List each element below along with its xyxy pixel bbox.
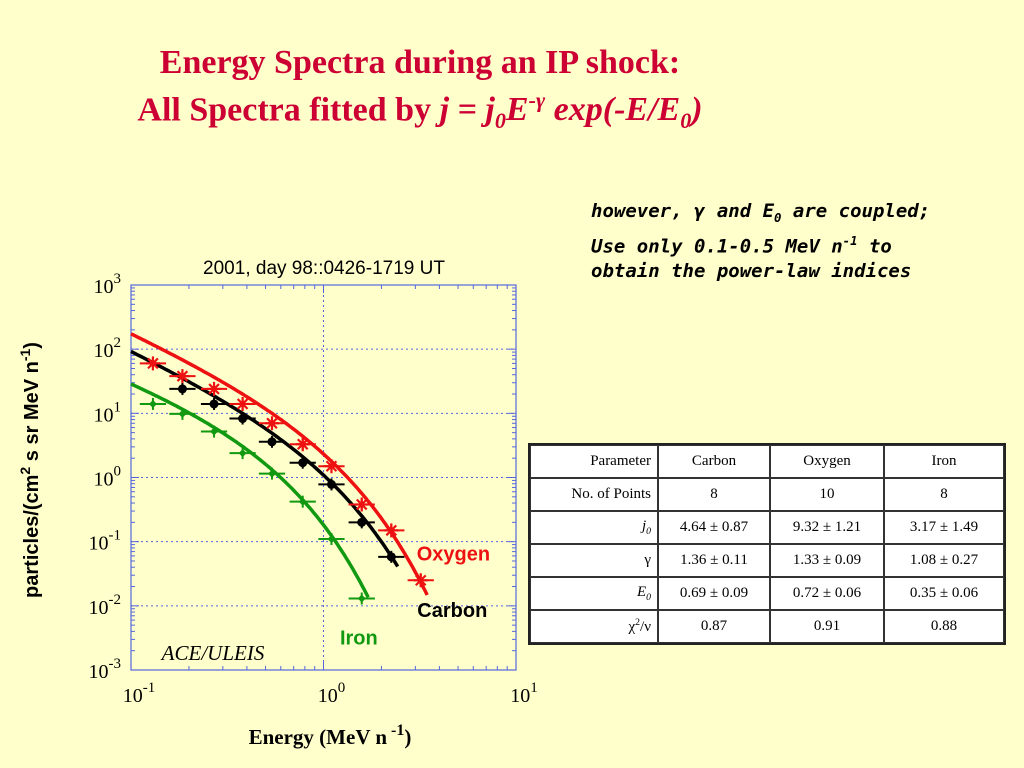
series-label-iron: Iron xyxy=(340,628,378,650)
chart-annotation: ACE/ULEIS xyxy=(160,641,265,665)
data-point-iron xyxy=(210,427,219,436)
table-header-cell: Parameter xyxy=(530,445,658,478)
fit-parameters-table: Parameter Carbon Oxygen Iron No. of Poin… xyxy=(528,443,1006,645)
table-row-label: χ2/ν xyxy=(530,610,658,643)
data-point-iron xyxy=(178,409,187,418)
data-point-iron xyxy=(327,535,336,544)
grid-layer xyxy=(131,285,516,670)
data-point-carbon xyxy=(386,552,396,562)
table-cell: 0.35 ± 0.06 xyxy=(884,577,1004,610)
note-line-2: Use only 0.1-0.5 MeV n-1 to xyxy=(591,234,892,258)
data-markers xyxy=(145,356,428,603)
data-point-oxygen xyxy=(235,396,250,411)
data-point-oxygen xyxy=(175,369,190,384)
note-line-3: obtain the power-law indices xyxy=(591,260,912,282)
data-point-oxygen xyxy=(207,381,222,396)
data-point-iron xyxy=(148,399,157,408)
table-cell: 8 xyxy=(884,478,1004,511)
title-prefix: All Spectra fitted by xyxy=(137,91,440,129)
table-header-cell: Oxygen xyxy=(770,445,884,478)
data-point-carbon xyxy=(267,437,277,447)
slide-title-line1: Energy Spectra during an IP shock: xyxy=(159,44,681,81)
y-tick-label: 102 xyxy=(94,335,122,362)
data-point-iron xyxy=(238,449,247,458)
table-cell: 0.72 ± 0.06 xyxy=(770,577,884,610)
table-header-row: Parameter Carbon Oxygen Iron xyxy=(530,445,1004,478)
series-label-oxygen: Oxygen xyxy=(417,543,490,565)
chart-title: 2001, day 98::0426-1719 UT xyxy=(203,258,445,279)
table-cell: 0.69 ± 0.09 xyxy=(658,577,770,610)
table-row: γ 1.36 ± 0.11 1.33 ± 0.09 1.08 ± 0.27 xyxy=(530,544,1004,577)
error-bars xyxy=(139,357,434,605)
data-point-oxygen xyxy=(295,437,310,452)
y-tick-label: 10-1 xyxy=(89,528,122,555)
data-point-carbon xyxy=(326,479,336,489)
table-row: j0 4.64 ± 0.87 9.32 ± 1.21 3.17 ± 1.49 xyxy=(530,511,1004,544)
title-formula: j = j0E-γ exp(-E/E0) xyxy=(439,88,703,134)
table-cell: 1.08 ± 0.27 xyxy=(884,544,1004,577)
series-label-carbon: Carbon xyxy=(417,600,487,622)
data-point-oxygen xyxy=(145,356,160,371)
x-tick-label: 101 xyxy=(510,680,538,707)
table-cell: 0.87 xyxy=(658,610,770,643)
table-row-label: j0 xyxy=(530,511,658,544)
x-axis-label: Energy (MeV n -1) xyxy=(249,722,412,749)
x-tick-label: 100 xyxy=(318,680,346,707)
y-tick-label: 100 xyxy=(94,464,122,491)
data-point-oxygen xyxy=(324,459,339,474)
table-cell: 1.36 ± 0.11 xyxy=(658,544,770,577)
data-point-carbon xyxy=(357,517,367,527)
table-cell: 3.17 ± 1.49 xyxy=(884,511,1004,544)
x-tick-label: 10-1 xyxy=(123,680,156,707)
table-row-label: γ xyxy=(530,544,658,577)
table-cell: 0.88 xyxy=(884,610,1004,643)
table-row-label: No. of Points xyxy=(530,478,658,511)
fit-line-oxygen xyxy=(130,332,429,596)
table-row: χ2/ν 0.87 0.91 0.88 xyxy=(530,610,1004,643)
data-point-oxygen xyxy=(354,497,369,512)
data-point-carbon xyxy=(177,384,187,394)
table-row: E0 0.69 ± 0.09 0.72 ± 0.06 0.35 ± 0.06 xyxy=(530,577,1004,610)
table-cell: 8 xyxy=(658,478,770,511)
data-point-carbon xyxy=(298,458,308,468)
fit-lines xyxy=(130,332,429,599)
y-tick-label: 101 xyxy=(94,399,122,426)
data-point-oxygen xyxy=(413,573,428,588)
table-row: No. of Points 8 10 8 xyxy=(530,478,1004,511)
table-header-cell: Carbon xyxy=(658,445,770,478)
slide-title-line2: All Spectra fitted by j = j0E-γ exp(-E/E… xyxy=(0,88,840,134)
data-point-carbon xyxy=(209,399,219,409)
y-tick-label: 10-3 xyxy=(89,656,122,683)
data-point-oxygen xyxy=(264,416,279,431)
y-tick-label: 103 xyxy=(94,271,122,298)
fit-line-carbon xyxy=(130,349,400,568)
data-point-iron xyxy=(298,497,307,506)
data-point-iron xyxy=(357,594,366,603)
table-header-cell: Iron xyxy=(884,445,1004,478)
y-tick-label: 10-2 xyxy=(89,592,122,619)
data-point-iron xyxy=(267,469,276,478)
table-cell: 0.91 xyxy=(770,610,884,643)
table-cell: 1.33 ± 0.09 xyxy=(770,544,884,577)
fit-line-iron xyxy=(130,382,370,599)
data-point-oxygen xyxy=(384,523,399,538)
y-axis-label: particles/(cm2 s sr MeV n-1) xyxy=(17,342,43,598)
data-point-carbon xyxy=(238,414,248,424)
note-line-1: however, γ and E0 are coupled; xyxy=(591,200,931,225)
table-cell: 9.32 ± 1.21 xyxy=(770,511,884,544)
table-cell: 10 xyxy=(770,478,884,511)
table-cell: 4.64 ± 0.87 xyxy=(658,511,770,544)
table-row-label: E0 xyxy=(530,577,658,610)
